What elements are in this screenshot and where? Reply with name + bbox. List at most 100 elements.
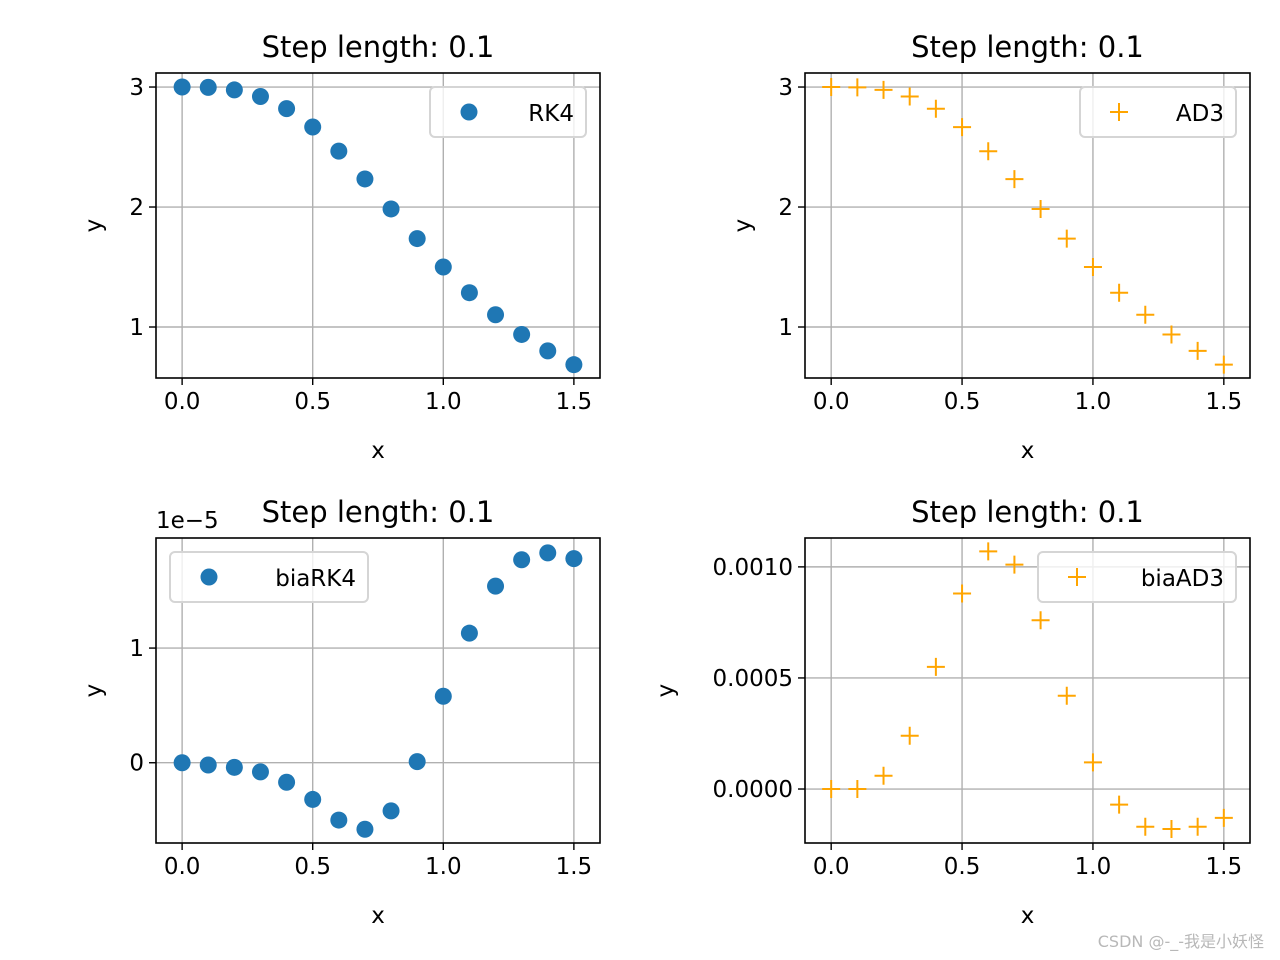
- data-point: [1162, 820, 1181, 839]
- data-point: [1005, 170, 1024, 189]
- watermark: CSDN @-_-我是小妖怪: [1097, 932, 1264, 951]
- data-point: [278, 773, 296, 791]
- legend-marker: [460, 103, 478, 121]
- subplot-title: Step length: 0.1: [262, 30, 495, 64]
- data-point: [382, 802, 400, 820]
- x-axis-label: x: [371, 903, 385, 929]
- y-tick-label: 0.0010: [713, 555, 793, 581]
- y-tick-label: 0.0000: [713, 777, 793, 803]
- data-point: [1110, 795, 1129, 814]
- data-point: [874, 766, 893, 785]
- x-tick-label: 0.5: [294, 389, 331, 415]
- legend-marker: [200, 568, 218, 586]
- x-axis-label: x: [1021, 438, 1035, 464]
- data-point: [565, 356, 583, 374]
- y-tick-label: 2: [129, 195, 144, 221]
- data-point: [251, 763, 269, 781]
- x-tick-label: 1.5: [556, 389, 593, 415]
- y-tick-label: 2: [778, 195, 793, 221]
- data-point: [979, 142, 998, 161]
- data-point: [173, 78, 191, 96]
- data-point: [356, 820, 374, 838]
- data-point: [900, 87, 919, 106]
- x-tick-label: 1.0: [1075, 389, 1112, 415]
- data-point: [1057, 686, 1076, 705]
- data-point: [1057, 229, 1076, 248]
- y-axis-label: y: [81, 684, 107, 698]
- offset-text: 1e−5: [156, 508, 219, 534]
- data-point: [199, 756, 217, 774]
- axes-frame: [804, 537, 1251, 844]
- data-point: [848, 780, 867, 799]
- y-tick-label: 1: [129, 315, 144, 341]
- data-point: [382, 200, 400, 218]
- data-point: [926, 657, 945, 676]
- y-axis-label: y: [81, 219, 107, 233]
- data-point: [356, 170, 374, 188]
- x-tick-label: 1.0: [425, 389, 462, 415]
- data-point: [513, 551, 531, 569]
- legend-label: biaAD3: [1141, 566, 1224, 592]
- y-tick-label: 0: [129, 751, 144, 777]
- legend: biaRK4: [169, 551, 369, 603]
- data-point: [565, 550, 583, 568]
- x-tick-label: 0.0: [164, 854, 201, 880]
- x-tick-label: 0.0: [813, 389, 850, 415]
- data-point: [953, 118, 972, 137]
- legend-label: biaRK4: [275, 566, 356, 592]
- x-tick-label: 1.0: [425, 854, 462, 880]
- subplot-1: 0.0 0.5 1.0 1.5 1 2 3 Step length: 0.1 x y RK4: [81, 30, 601, 464]
- x-tick-label: 1.5: [556, 854, 593, 880]
- legend-label: RK4: [528, 101, 574, 127]
- data-point: [848, 78, 867, 97]
- data-point: [1136, 305, 1155, 324]
- data-point: [979, 542, 998, 561]
- data-point: [1031, 611, 1050, 630]
- legend-marker: [1068, 568, 1086, 586]
- data-point: [304, 118, 322, 136]
- data-point: [539, 544, 557, 562]
- y-axis-label: y: [730, 219, 756, 233]
- data-point: [1110, 283, 1129, 302]
- data-point: [487, 577, 505, 595]
- subplot-4: 0.0 0.5 1.0 1.5 0.0000 0.0005 0.0010 Step lengt…: [653, 495, 1251, 929]
- subplot-title: Step length: 0.1: [911, 495, 1144, 529]
- legend-box: [1079, 86, 1237, 138]
- x-tick-label: 0.5: [944, 854, 981, 880]
- x-tick-label: 1.5: [1206, 854, 1243, 880]
- x-tick-label: 0.0: [813, 854, 850, 880]
- y-tick-label: 3: [778, 75, 793, 101]
- data-point: [1083, 258, 1102, 277]
- axes-frame: [804, 72, 1251, 379]
- data-point: [1188, 341, 1207, 360]
- legend-box: [169, 551, 369, 603]
- data-point: [539, 342, 557, 360]
- subplot-3: 0.0 0.5 1.0 1.5 0 1 Step length: 0.1 x y 1e−5 biaR…: [81, 495, 601, 929]
- legend: biaAD3: [1037, 551, 1237, 603]
- data-point: [173, 754, 191, 772]
- data-point: [408, 753, 426, 771]
- legend-box: [429, 86, 587, 138]
- subplot-title: Step length: 0.1: [911, 30, 1144, 64]
- legend-box: [1037, 551, 1237, 603]
- data-point: [926, 99, 945, 118]
- x-tick-label: 0.5: [944, 389, 981, 415]
- data-point: [278, 100, 296, 118]
- data-point: [408, 230, 426, 248]
- data-point: [225, 81, 243, 99]
- data-point: [1162, 325, 1181, 344]
- legend-label: AD3: [1176, 101, 1224, 127]
- data-point: [1031, 200, 1050, 219]
- data-point: [1005, 555, 1024, 574]
- x-tick-label: 0.0: [164, 389, 201, 415]
- data-point: [460, 284, 478, 302]
- data-point: [513, 325, 531, 343]
- data-point: [330, 142, 348, 160]
- data-point: [1214, 355, 1233, 374]
- y-axis-label: y: [653, 684, 679, 698]
- data-point: [460, 624, 478, 642]
- data-point: [434, 687, 452, 705]
- subplot-2: 0.0 0.5 1.0 1.5 1 2 3 Step length: 0.1 x y AD3: [730, 30, 1251, 464]
- y-tick-label: 0.0005: [713, 666, 793, 692]
